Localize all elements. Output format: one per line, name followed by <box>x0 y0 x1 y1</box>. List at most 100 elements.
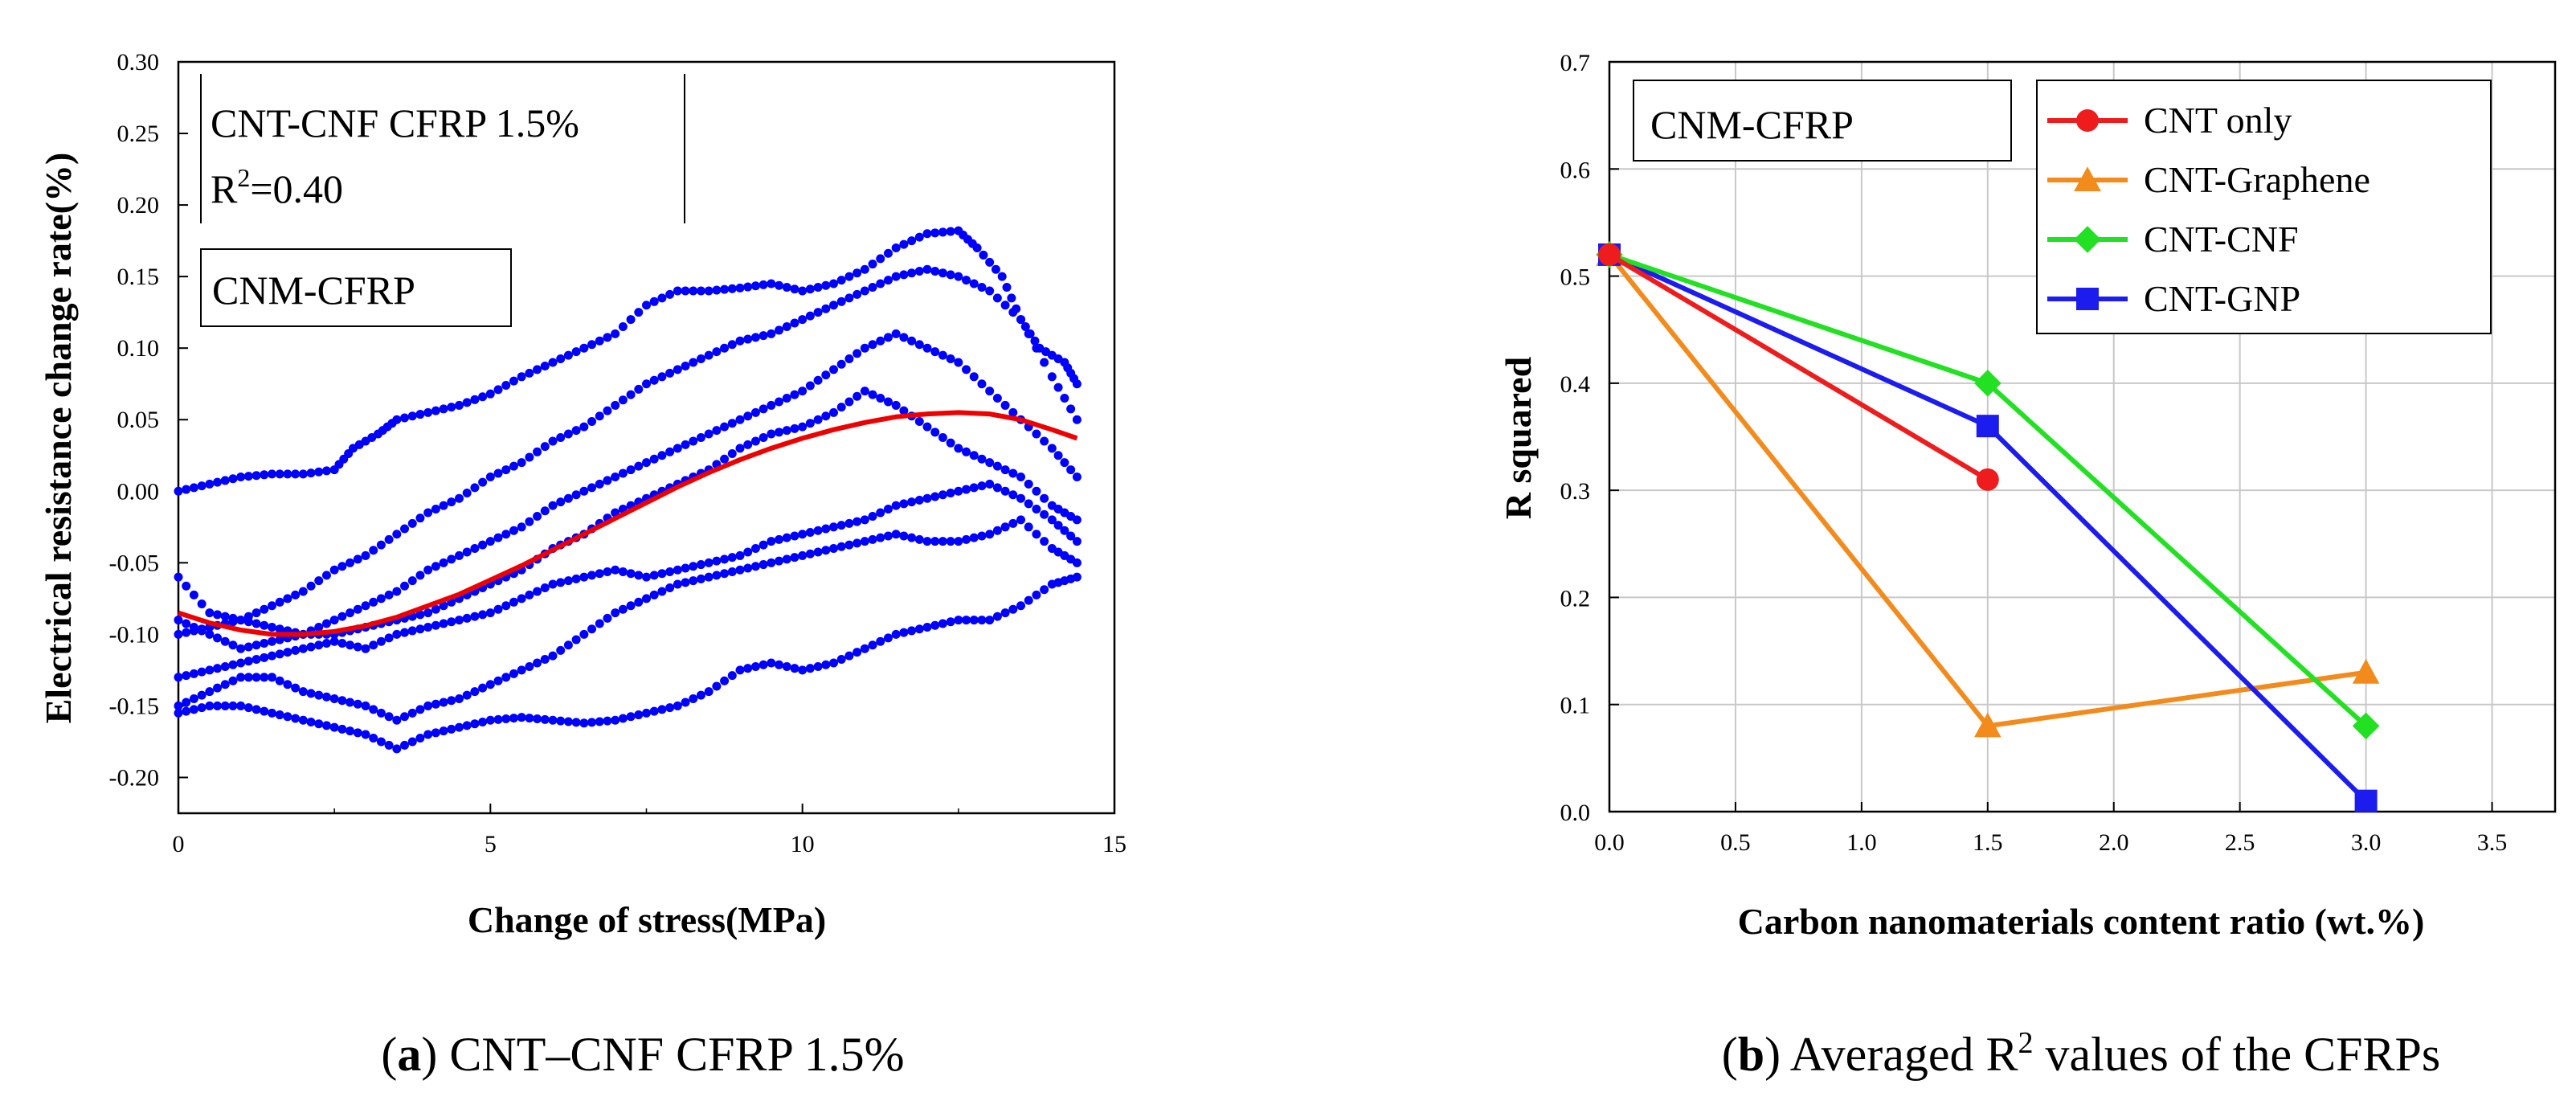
panel-a-data-point <box>439 558 448 567</box>
panel-a-data-point <box>423 701 433 710</box>
panel-a-data-point <box>673 701 682 710</box>
panel-a-data-point <box>493 676 503 685</box>
panel-a-data-point <box>1030 336 1040 346</box>
panel-a-data-point <box>853 648 862 657</box>
panel-a-data-point <box>485 389 495 399</box>
panel-a-y-tick-label: 0.30 <box>117 49 160 76</box>
panel-a-data-point <box>556 645 566 655</box>
panel-a-data-point <box>954 358 963 367</box>
panel-b-marker-circle <box>2076 109 2099 132</box>
panel-a-data-point <box>540 583 550 592</box>
panel-a-data-point <box>985 530 995 539</box>
panel-a-data-point <box>1053 451 1063 460</box>
panel-a-data-point <box>914 340 924 350</box>
panel-a-data-point <box>1000 400 1010 410</box>
panel-a-data-point <box>626 569 636 579</box>
panel-a-data-point <box>1008 604 1018 614</box>
panel-a-data-point <box>205 687 215 697</box>
panel-a-data-point <box>922 422 932 432</box>
panel-a-data-point <box>1024 499 1033 509</box>
panel-a-data-point <box>236 701 246 710</box>
panel-a-data-point <box>423 622 433 632</box>
panel-a-data-point <box>985 616 995 625</box>
panel-a-data-point <box>805 527 815 537</box>
panel-a-data-point <box>665 703 675 713</box>
panel-a-data-point <box>844 397 854 407</box>
panel-a-data-point <box>634 571 644 580</box>
panel-a-data-point <box>376 540 386 550</box>
panel-a-data-point <box>930 537 940 546</box>
panel-a-data-point <box>775 534 784 544</box>
panel-a-data-point <box>205 701 215 710</box>
panel-a-data-point <box>595 619 604 628</box>
panel-b-series-line <box>1608 252 1989 482</box>
panel-a-data-point <box>844 354 854 364</box>
panel-b-y-tick-label: 0.3 <box>1560 478 1591 505</box>
panel-a-data-point <box>337 639 347 649</box>
panel-a-data-point <box>853 517 862 526</box>
panel-a-data-point <box>283 648 292 657</box>
panel-a-ticks: 0 5 10 15 -0.20 -0.15 -0.10 -0.05 0.00 0.05 0.10 0.… <box>109 49 1127 857</box>
panel-a-data-point <box>735 550 745 560</box>
panel-a-data-point <box>829 658 838 668</box>
panel-a-data-point <box>556 497 566 507</box>
panel-a-data-point <box>525 714 534 723</box>
panel-a-data-point <box>992 483 1002 493</box>
panel-a-data-point <box>972 243 982 253</box>
panel-a-data-point <box>813 415 823 424</box>
panel-a-data-point <box>205 665 215 675</box>
panel-a-data-point <box>182 485 191 494</box>
panel-a-data-point <box>415 513 425 523</box>
panel-a-data-point <box>790 531 799 541</box>
panel-a-data-point <box>376 708 386 718</box>
panel-a-data-point <box>314 576 324 586</box>
panel-a-data-point <box>946 438 955 448</box>
panel-a-data-point <box>938 350 947 360</box>
panel-a-data-point <box>618 321 628 331</box>
panel-a-data-point <box>735 336 745 346</box>
panel-a-data-point <box>298 644 308 653</box>
panel-a-data-point <box>384 712 394 722</box>
panel-a-y-tick-label: -0.20 <box>109 764 160 791</box>
panel-a-data-point <box>696 560 705 570</box>
panel-a-data-point <box>790 284 799 294</box>
panel-a-data-point <box>750 562 760 571</box>
panel-a-data-point <box>767 429 776 439</box>
panel-a-data-point <box>1060 458 1069 468</box>
panel-a-data-point <box>930 428 940 437</box>
panel-a-data-point <box>205 608 215 618</box>
panel-a-data-point <box>992 461 1002 471</box>
panel-a-data-point <box>314 622 324 632</box>
panel-b-caption-superscript: 2 <box>2018 1026 2034 1060</box>
panel-a-data-point <box>626 390 636 399</box>
panel-a-data-point <box>470 544 480 554</box>
panel-a-data-point <box>1066 404 1076 414</box>
panel-a-data-point <box>962 616 971 625</box>
panel-a-data-point <box>922 493 932 503</box>
panel-a-data-point <box>1047 372 1057 382</box>
panel-b-y-tick-label: 0.4 <box>1560 371 1591 398</box>
panel-a-data-point <box>727 567 737 576</box>
panel-a-data-point <box>704 572 714 582</box>
panel-a-data-point <box>899 270 909 280</box>
panel-a-data-point <box>829 365 838 374</box>
panel-a-data-point <box>369 705 378 714</box>
panel-a-data-point <box>306 581 316 591</box>
panel-a-data-point <box>1008 490 1018 500</box>
panel-a-data-point <box>1016 472 1025 481</box>
panel-a-data-point <box>782 394 791 403</box>
panel-a-data-point <box>750 333 760 342</box>
panel-a-data-point <box>392 629 402 639</box>
panel-a-data-point <box>337 562 347 571</box>
panel-a-data-point <box>922 264 932 274</box>
panel-a-data-point <box>314 467 324 477</box>
panel-a-data-point <box>251 655 261 665</box>
panel-a-data-point <box>189 483 198 493</box>
panel-a-data-point <box>704 558 714 567</box>
panel-a-data-point <box>758 404 768 414</box>
panel-a-data-point <box>891 629 901 639</box>
panel-a-series-cycle-1 <box>174 226 1082 496</box>
panel-a-data-point <box>767 279 776 288</box>
panel-a-data-point <box>821 524 831 534</box>
panel-a-data-point <box>197 481 206 491</box>
